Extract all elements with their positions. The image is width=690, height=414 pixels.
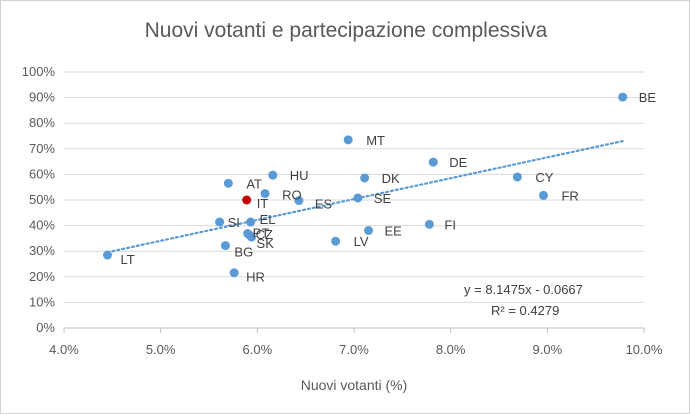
point-label-lt: LT [121,252,135,267]
data-point-dk [360,173,370,183]
data-point-se [353,193,363,203]
point-label-at: AT [246,176,262,191]
data-point-it [242,195,252,205]
point-label-si: SI [228,215,240,230]
data-point-hu [268,170,278,180]
gridlines [64,71,644,303]
point-label-fr: FR [561,188,578,203]
point-label-hr: HR [246,270,265,285]
data-point-lv [331,236,341,246]
trendline-equation: y = 8.1475x - 0.0667 [464,282,583,297]
x-tick-label: 8.0% [436,342,466,357]
trendline [106,139,626,254]
data-point-ee [364,225,373,235]
y-tick-label: 20% [29,269,55,284]
y-tick-label: 30% [29,243,55,258]
data-point-el [246,217,256,227]
data-point-cy [512,172,522,182]
y-tick-label: 60% [29,166,55,181]
point-label-pt: PT [253,226,270,241]
y-tick-label: 40% [29,218,55,233]
point-label-cy: CY [535,170,553,185]
trendline-layer [106,139,626,254]
point-label-cz: CZ [256,227,273,242]
point-label-el: EL [260,212,276,227]
point-label-mt: MT [366,133,385,148]
data-point-ro [260,189,270,199]
data-point-mt [343,135,353,145]
point-label-es: ES [315,197,333,212]
data-point-lt [103,250,112,260]
y-tick-label: 0% [36,320,55,335]
point-label-lv: LV [354,234,369,249]
chart-title: Nuovi votanti e partecipazione complessi… [144,19,548,42]
y-tick-label: 70% [29,141,55,156]
point-label-dk: DK [382,171,400,186]
point-label-ro: RO [282,188,302,203]
x-tick-label: 6.0% [243,342,273,357]
r-squared-label: R² = 0.4279 [491,303,559,318]
y-tick-label: 10% [29,294,55,309]
data-point-de [428,157,438,167]
data-point-si [215,217,225,227]
data-point-at [223,178,233,188]
point-label-se: SE [374,191,392,206]
x-tick-label: 5.0% [146,342,176,357]
x-tick-label: 4.0% [49,342,79,357]
point-label-bg: BG [234,245,253,260]
data-point-hr [229,268,239,278]
data-point-bg [220,241,230,251]
data-point-fr [538,190,548,200]
y-tick-label: 50% [29,192,55,207]
y-tick-label: 100% [22,64,56,79]
point-label-de: DE [449,155,467,170]
x-axis-title: Nuovi votanti (%) [301,377,408,393]
point-label-hu: HU [290,168,309,183]
y-tick-label: 80% [29,115,55,130]
point-label-it: IT [257,196,269,211]
point-label-sk: SK [257,236,275,251]
data-point-fi [424,219,434,229]
point-label-fi: FI [444,217,456,232]
axes: 0% 10% 20% 30% 40% 50% 60% 70% 80% 90% 100% 4.0% 5.0… [22,64,663,357]
data-point-sk [247,232,257,242]
data-points [103,92,628,278]
point-label-ee: EE [385,223,403,238]
x-tick-label: 7.0% [339,342,369,357]
x-tick-label: 9.0% [533,342,563,357]
y-tick-label: 90% [29,90,55,105]
data-point-es [294,196,304,206]
point-label-be: BE [639,90,657,105]
data-point-be [618,92,628,102]
x-tick-label: 10.0% [626,342,663,357]
